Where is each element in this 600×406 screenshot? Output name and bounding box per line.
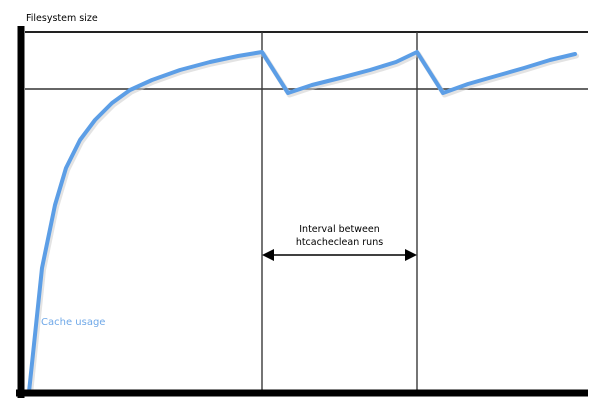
page-title: Filesystem size: [26, 13, 98, 24]
interval-annotation-line-1: Interval between: [299, 224, 379, 235]
series-label-cache-usage: Cache usage: [41, 317, 105, 328]
interval-arrow-head-left: [262, 249, 274, 261]
interval-annotation-line-2: htcacheclean runs: [296, 237, 383, 248]
interval-double-arrow: [262, 249, 417, 261]
interval-arrow-head-right: [405, 249, 417, 261]
cache-usage-curve: [27, 50, 577, 394]
